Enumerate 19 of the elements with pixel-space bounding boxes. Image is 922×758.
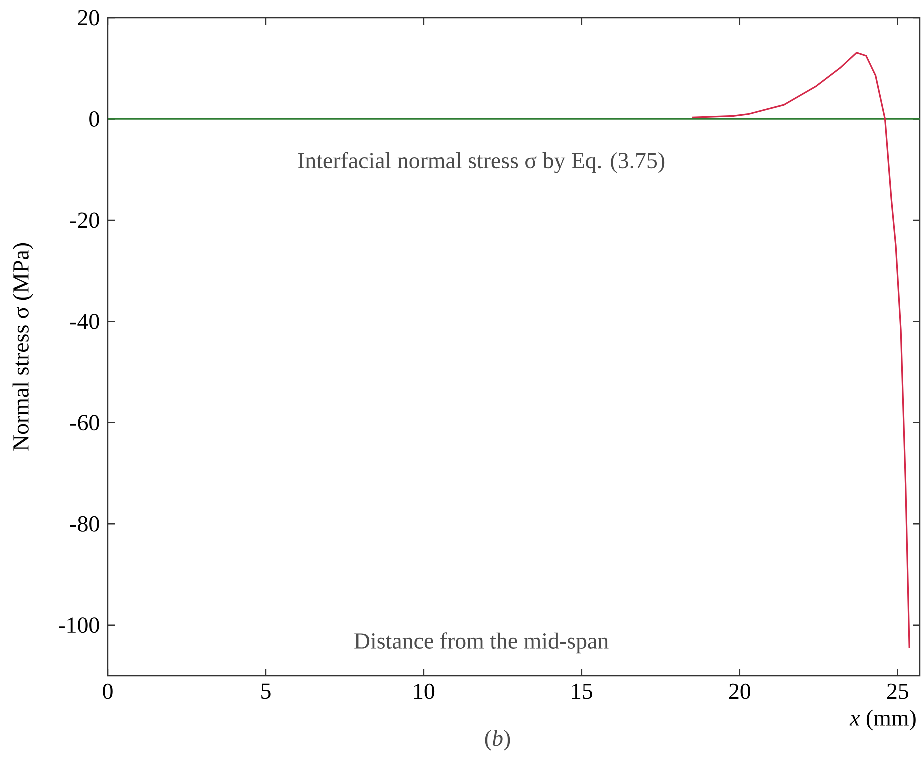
x-tick-label: 0: [103, 684, 113, 700]
y-tick-label: -20: [70, 212, 100, 228]
annotation: Distance from the mid-span: [354, 632, 609, 654]
y-tick-label: 20: [78, 10, 100, 26]
text: (b): [485, 730, 510, 751]
x-axis-title: x (mm): [850, 710, 916, 731]
line-series: [692, 52, 910, 649]
y-tick-label: -40: [70, 314, 100, 330]
x-tick-label: 20: [729, 684, 751, 700]
y-axis-title: Normal stress σ (MPa): [12, 244, 34, 451]
y-tick-label: -80: [70, 516, 100, 532]
x-tick-label: 5: [262, 684, 271, 700]
x-tick-label: 25: [887, 684, 908, 700]
y-tick-label: -60: [70, 415, 100, 431]
x-tick-label: 15: [572, 684, 592, 700]
y-tick-label: -100: [59, 618, 100, 634]
x-tick-label: 10: [414, 684, 435, 700]
annotation: Interfacial normal stress σ by Eq. (3.75): [298, 152, 665, 174]
y-tick-label: 0: [90, 111, 100, 127]
